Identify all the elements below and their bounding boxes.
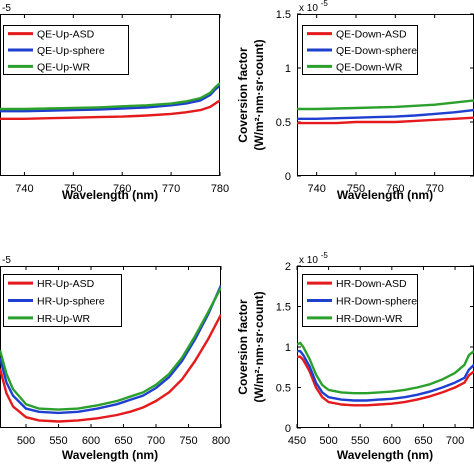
legend-label: HR-Up-ASD [37,278,95,290]
x-axis-title: Wavelength (nm) [337,448,433,462]
legend: HR-Up-ASD HR-Up-sphere HR-Up-WR [3,274,122,327]
legend-label: QE-Up-ASD [37,29,95,41]
y-axis-title-line: (W/m²·nm·sr·count) [252,39,266,150]
x-tick-label: 450 [288,435,306,447]
x-tick-label: 700 [147,435,165,447]
x-tick-label: 760 [386,183,404,195]
x-tick-label: 500 [17,435,35,447]
series-line-hr-down-sphere [297,349,474,402]
y-axis-title-line: (W/m²·nm·sr·count) [252,291,266,402]
x-tick-label: 650 [414,435,432,447]
x-axis-title: Wavelength (nm) [337,188,433,202]
x-tick-label: 600 [82,435,100,447]
y-tick-label: 1.5 [276,9,291,21]
x-tick-label: 800 [212,435,230,447]
y-exponent-label: x 10 -5 [299,0,328,14]
x-tick-label: 650 [114,435,132,447]
y-tick-label: 0 [285,423,291,435]
legend-label: QE-Down-sphere [336,45,417,57]
series-group [0,82,220,120]
series-line-qe-up-asd [0,99,220,120]
series-line-qe-down-asd [297,116,474,125]
axes-frame [0,266,221,428]
series-line-qe-up-wr [0,82,220,111]
legend-label: HR-Up-sphere [37,296,105,308]
series-line-qe-down-sphere [297,108,474,120]
legend: QE-Up-ASD QE-Up-sphere QE-Up-WR [3,25,129,75]
series-line-hr-down-asd [297,355,474,407]
series-line-hr-up-asd [0,314,221,423]
series-line-qe-down-wr [297,99,474,111]
y-axis-title-line: Coversion factor [236,299,250,395]
y-exponent-label: -5 [2,3,11,14]
y-exponent-label: x 10 -5 [299,251,328,266]
series-group [297,99,474,125]
legend: QE-Down-ASD QE-Down-sphere QE-Down-WR [302,25,418,75]
y-tick-label: 0 [285,171,291,183]
panel-top-right: 740 750 760 770 0 0.5 1 1.5 x 10 -5 Wavelength (n… [236,0,474,202]
series-line-hr-down-wr [297,341,474,395]
x-tick-label: 760 [113,183,131,195]
y-tick-label: 0.5 [276,117,291,129]
panel-bottom-right: 450 500 550 600 650 700 0 0.5 1 1.5 2 x 10 -5 Wavele… [236,251,474,462]
x-axis-title: Wavelength (nm) [62,448,158,462]
legend-label: QE-Down-WR [336,61,403,73]
legend-label: QE-Down-ASD [336,29,407,41]
y-tick-label: 2 [285,261,291,273]
x-tick-label: 550 [351,435,369,447]
legend-label: HR-Down-ASD [336,278,407,290]
axes-frame [0,14,220,176]
x-tick-label: 740 [307,183,325,195]
panel-bottom-left: 500 550 600 650 700 750 800 -5 Wavelength (nm) HR… [0,255,230,462]
series-group [0,284,221,423]
series-line-qe-up-sphere [0,84,220,113]
x-axis-title: Wavelength (nm) [62,188,158,202]
x-tick-label: 750 [347,183,365,195]
y-tick-label: 0.5 [276,383,291,395]
y-tick-label: 1 [285,342,291,354]
legend-label: HR-Up-WR [37,313,90,325]
x-tick-label: 600 [383,435,401,447]
x-tick-label: 740 [15,183,33,195]
x-tick-label: 770 [162,183,180,195]
y-tick-label: 1.5 [276,302,291,314]
x-tick-label: 780 [211,183,229,195]
legend-label: QE-Up-sphere [37,45,105,57]
series-line-hr-up-wr [0,287,221,411]
y-exponent-label: -5 [2,255,11,266]
x-tick-label: 770 [425,183,443,195]
legend-label: HR-Down-sphere [336,296,417,308]
y-tick-label: 1 [285,63,291,75]
x-tick-label: 750 [64,183,82,195]
panel-top-left: 740 750 760 770 780 -5 Wavelength (nm) QE-Up-AS… [0,3,229,202]
legend-label: HR-Down-WR [336,313,403,325]
x-tick-label: 550 [49,435,67,447]
legend-label: QE-Up-WR [37,61,90,73]
series-line-hr-up-sphere [0,284,221,415]
x-tick-label: 700 [446,435,464,447]
x-tick-label: 750 [179,435,197,447]
x-tick-label: 500 [319,435,337,447]
legend: HR-Down-ASD HR-Down-sphere HR-Down-WR [302,274,418,327]
y-axis-title-line: Coversion factor [236,47,250,143]
series-group [297,341,474,407]
